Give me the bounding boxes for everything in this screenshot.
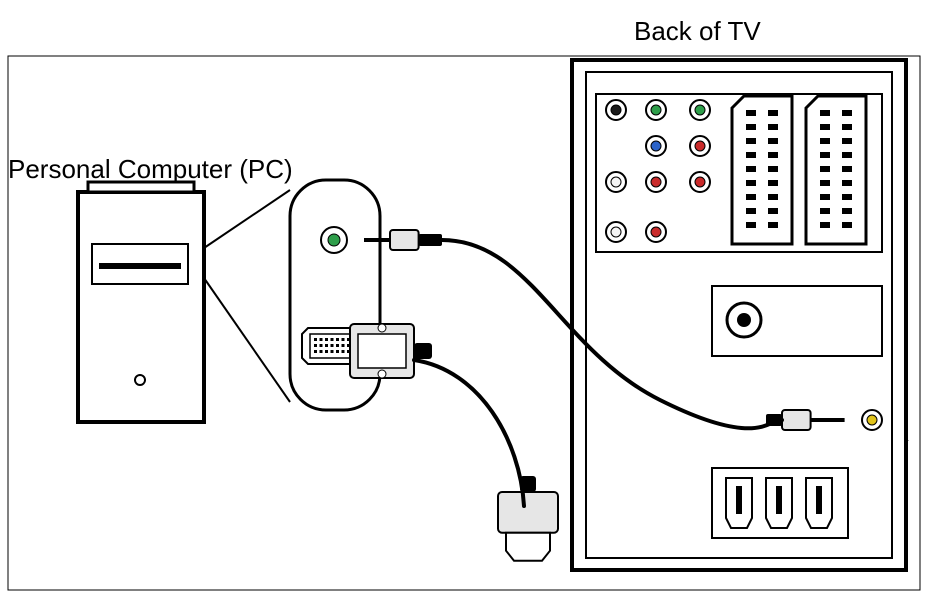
connection-diagram: [0, 0, 930, 598]
